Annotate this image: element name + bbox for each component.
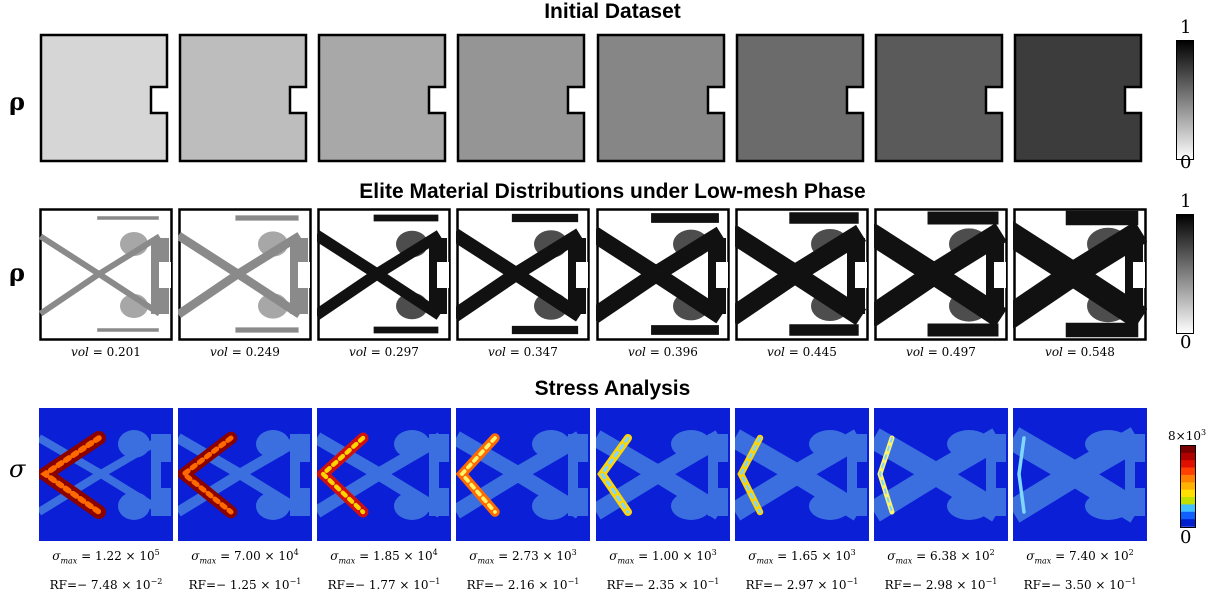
elite-topology-panel bbox=[39, 208, 173, 341]
volume-fraction-label: vol = 0.347 bbox=[488, 345, 558, 359]
initial-design-panel bbox=[874, 33, 1004, 163]
stress-result-label: σmax = 2.73 × 103 RF=− 2.16 × 10−1 bbox=[466, 548, 580, 593]
initial-dataset-title: Initial Dataset bbox=[544, 0, 681, 23]
volume-fraction-label: vol = 0.201 bbox=[71, 345, 141, 359]
stress-colorbar-max: 8×103 bbox=[1168, 428, 1207, 443]
stress-result-label: σmax = 6.38 × 102 RF=− 2.98 × 10−1 bbox=[884, 548, 998, 593]
stress-field-panel bbox=[317, 408, 451, 541]
volume-fraction-label: vol = 0.297 bbox=[349, 345, 419, 359]
rho-row-label-elite: ρ bbox=[9, 258, 25, 287]
initial-design-panel bbox=[178, 33, 308, 163]
volume-fraction-label: vol = 0.249 bbox=[210, 345, 280, 359]
stress-field-panel bbox=[874, 408, 1008, 541]
density-colorbar-top-max: 1 bbox=[1180, 17, 1192, 38]
elite-topology-panel bbox=[874, 208, 1008, 341]
stress-result-label: σmax = 1.85 × 104 RF=− 1.77 × 10−1 bbox=[327, 548, 441, 593]
volume-fraction-label: vol = 0.445 bbox=[767, 345, 837, 359]
stress-field-panel bbox=[735, 408, 869, 541]
rho-row-label-initial: ρ bbox=[9, 87, 25, 116]
stress-field-panel bbox=[178, 408, 312, 541]
initial-design-panel bbox=[735, 33, 865, 163]
density-colorbar-elite bbox=[1176, 214, 1194, 339]
initial-design-panel bbox=[596, 33, 726, 163]
elite-topology-panel bbox=[596, 208, 730, 341]
volume-fraction-label: vol = 0.396 bbox=[628, 345, 698, 359]
volume-fraction-label: vol = 0.497 bbox=[906, 345, 976, 359]
density-colorbar-elite-max: 1 bbox=[1180, 191, 1192, 212]
volume-fraction-label: vol = 0.548 bbox=[1045, 345, 1115, 359]
stress-colorbar-min: 0 bbox=[1180, 527, 1192, 548]
sigma-row-label-stress: σ bbox=[9, 455, 26, 483]
stress-colorbar bbox=[1180, 445, 1196, 533]
stress-result-label: σmax = 1.00 × 103 RF=− 2.35 × 10−1 bbox=[606, 548, 720, 593]
initial-design-panel bbox=[1013, 33, 1143, 163]
elite-distributions-title: Elite Material Distributions under Low-m… bbox=[359, 180, 866, 203]
elite-topology-panel bbox=[735, 208, 869, 341]
density-colorbar-elite-min: 0 bbox=[1180, 332, 1192, 353]
stress-field-panel bbox=[596, 408, 730, 541]
density-colorbar-top bbox=[1176, 40, 1194, 165]
initial-design-panel bbox=[456, 33, 586, 163]
initial-design-panel bbox=[39, 33, 169, 163]
stress-field-panel bbox=[456, 408, 590, 541]
elite-topology-panel bbox=[456, 208, 590, 341]
stress-result-label: σmax = 1.65 × 103 RF=− 2.97 × 10−1 bbox=[745, 548, 859, 593]
stress-result-label: σmax = 7.00 × 104 RF=− 1.25 × 10−1 bbox=[188, 548, 302, 593]
stress-field-panel bbox=[39, 408, 173, 541]
initial-design-panel bbox=[317, 33, 447, 163]
elite-topology-panel bbox=[178, 208, 312, 341]
elite-topology-panel bbox=[1013, 208, 1147, 341]
stress-field-panel bbox=[1013, 408, 1147, 541]
stress-result-label: σmax = 1.22 × 105 RF=− 7.48 × 10−2 bbox=[49, 548, 163, 593]
density-colorbar-top-min: 0 bbox=[1180, 152, 1192, 173]
stress-result-label: σmax = 7.40 × 102 RF=− 3.50 × 10−1 bbox=[1023, 548, 1137, 593]
elite-topology-panel bbox=[317, 208, 451, 341]
stress-analysis-title: Stress Analysis bbox=[534, 377, 691, 400]
